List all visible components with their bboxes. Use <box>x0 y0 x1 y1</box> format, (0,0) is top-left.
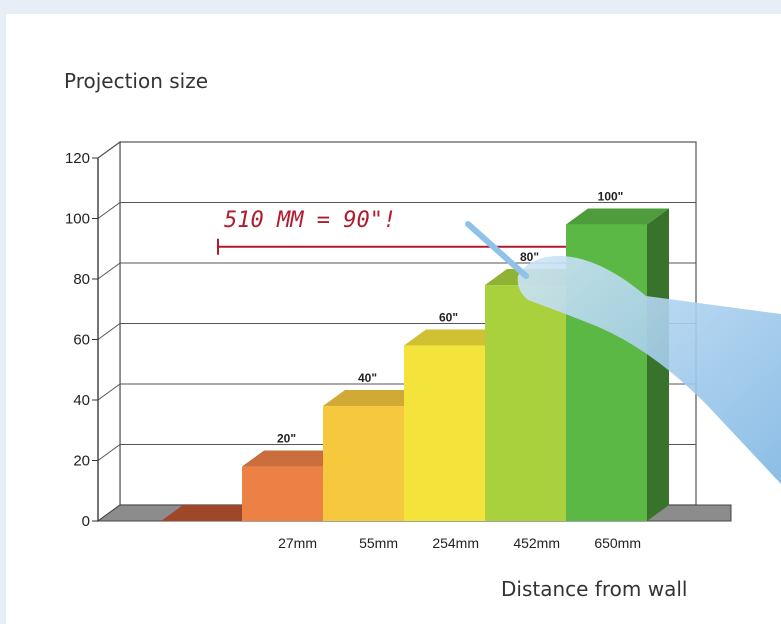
gridline-side <box>97 323 121 340</box>
y-axis-title: Projection size <box>64 69 208 93</box>
x-axis-title: Distance from wall <box>501 577 687 601</box>
x-tick-label: 55mm <box>359 535 398 551</box>
data-label: 80" <box>520 250 539 264</box>
handwritten-annotation: 510 MM = 90"! <box>217 208 566 255</box>
data-label: 100" <box>598 190 624 204</box>
gridline-side <box>97 141 121 159</box>
gridline-side <box>97 202 121 219</box>
bar <box>485 285 566 521</box>
bar-top <box>242 450 345 467</box>
y-tick-label: 0 <box>82 513 90 530</box>
annotation-text: 510 MM = 90"! <box>224 208 396 233</box>
y-tick-label: 20 <box>73 453 90 470</box>
data-label: 60" <box>439 311 458 325</box>
x-tick-label: 650mm <box>594 535 641 551</box>
pointer-finger <box>465 221 529 279</box>
y-tick-label: 100 <box>65 211 90 228</box>
bar <box>161 505 264 521</box>
hand-pointer-photo <box>465 221 781 484</box>
bar <box>323 406 404 521</box>
y-tick-label: 40 <box>73 392 90 409</box>
data-label: 20" <box>277 432 296 446</box>
bar <box>404 345 485 521</box>
chart-canvas: 0 20 40 60 80 100 120 27mm 55mm 254mm 452mm 650mm … <box>6 14 781 624</box>
y-tick-label: 120 <box>65 150 90 167</box>
x-tick-label: 452mm <box>513 535 560 551</box>
data-labels: 20" 40" 60" 80" 100" <box>277 190 623 446</box>
gridline-side <box>97 262 121 280</box>
bar-top <box>566 208 669 225</box>
hand-shape <box>517 255 781 484</box>
bars <box>161 208 669 522</box>
bar <box>242 466 323 521</box>
gridline-side <box>97 383 121 401</box>
data-label: 40" <box>358 371 377 385</box>
bar-top <box>404 329 507 346</box>
y-axis-ticks: 0 20 40 60 80 100 120 <box>65 150 99 530</box>
x-axis-ticks: 27mm 55mm 254mm 452mm 650mm <box>278 535 641 551</box>
gridline-side <box>97 444 121 461</box>
bar-side <box>647 208 669 522</box>
x-tick-label: 27mm <box>278 535 317 551</box>
y-tick-label: 60 <box>73 332 90 349</box>
bar-top <box>323 390 426 407</box>
x-tick-label: 254mm <box>432 535 479 551</box>
y-tick-label: 80 <box>73 271 90 288</box>
